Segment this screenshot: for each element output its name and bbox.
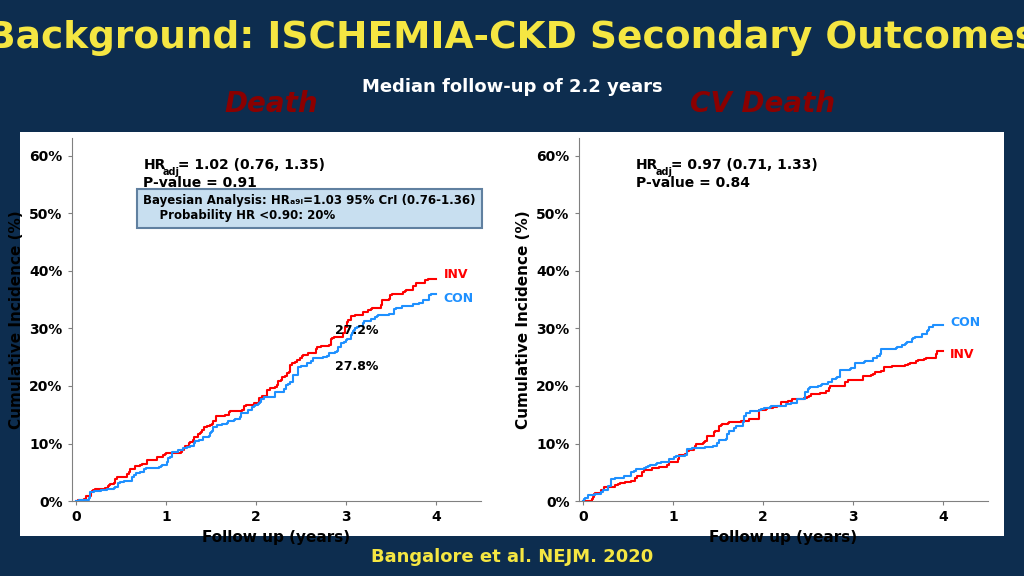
Text: CON: CON (950, 316, 980, 329)
Text: HR: HR (143, 158, 166, 172)
Text: Background: ISCHEMIA-CKD Secondary Outcomes: Background: ISCHEMIA-CKD Secondary Outco… (0, 20, 1024, 56)
Text: CON: CON (443, 292, 473, 305)
Text: = 0.97 (0.71, 1.33): = 0.97 (0.71, 1.33) (666, 158, 817, 172)
X-axis label: Follow up (years): Follow up (years) (203, 530, 350, 545)
Text: = 1.02 (0.76, 1.35): = 1.02 (0.76, 1.35) (173, 158, 326, 172)
Text: HR: HR (636, 158, 658, 172)
Text: Bayesian Analysis: HRₐ₉ₗ=1.03 95% CrI (0.76-1.36)
    Probability HR <0.90: 20%: Bayesian Analysis: HRₐ₉ₗ=1.03 95% CrI (0… (143, 195, 476, 222)
Text: Median follow-up of 2.2 years: Median follow-up of 2.2 years (361, 78, 663, 96)
Text: CV Death: CV Death (690, 90, 836, 118)
Y-axis label: Cumulative Incidence (%): Cumulative Incidence (%) (9, 210, 24, 429)
Text: adj: adj (163, 166, 179, 177)
Text: Bangalore et al. NEJM. 2020: Bangalore et al. NEJM. 2020 (371, 548, 653, 566)
Text: INV: INV (950, 348, 975, 361)
Text: Death: Death (224, 90, 318, 118)
Text: 27.8%: 27.8% (336, 360, 379, 373)
Text: 27.2%: 27.2% (336, 324, 379, 337)
Y-axis label: Cumulative Incidence (%): Cumulative Incidence (%) (516, 210, 530, 429)
X-axis label: Follow up (years): Follow up (years) (710, 530, 857, 545)
Text: INV: INV (443, 268, 468, 281)
Text: P-value = 0.91: P-value = 0.91 (143, 176, 257, 190)
Text: P-value = 0.84: P-value = 0.84 (636, 176, 750, 190)
Text: adj: adj (655, 166, 672, 177)
